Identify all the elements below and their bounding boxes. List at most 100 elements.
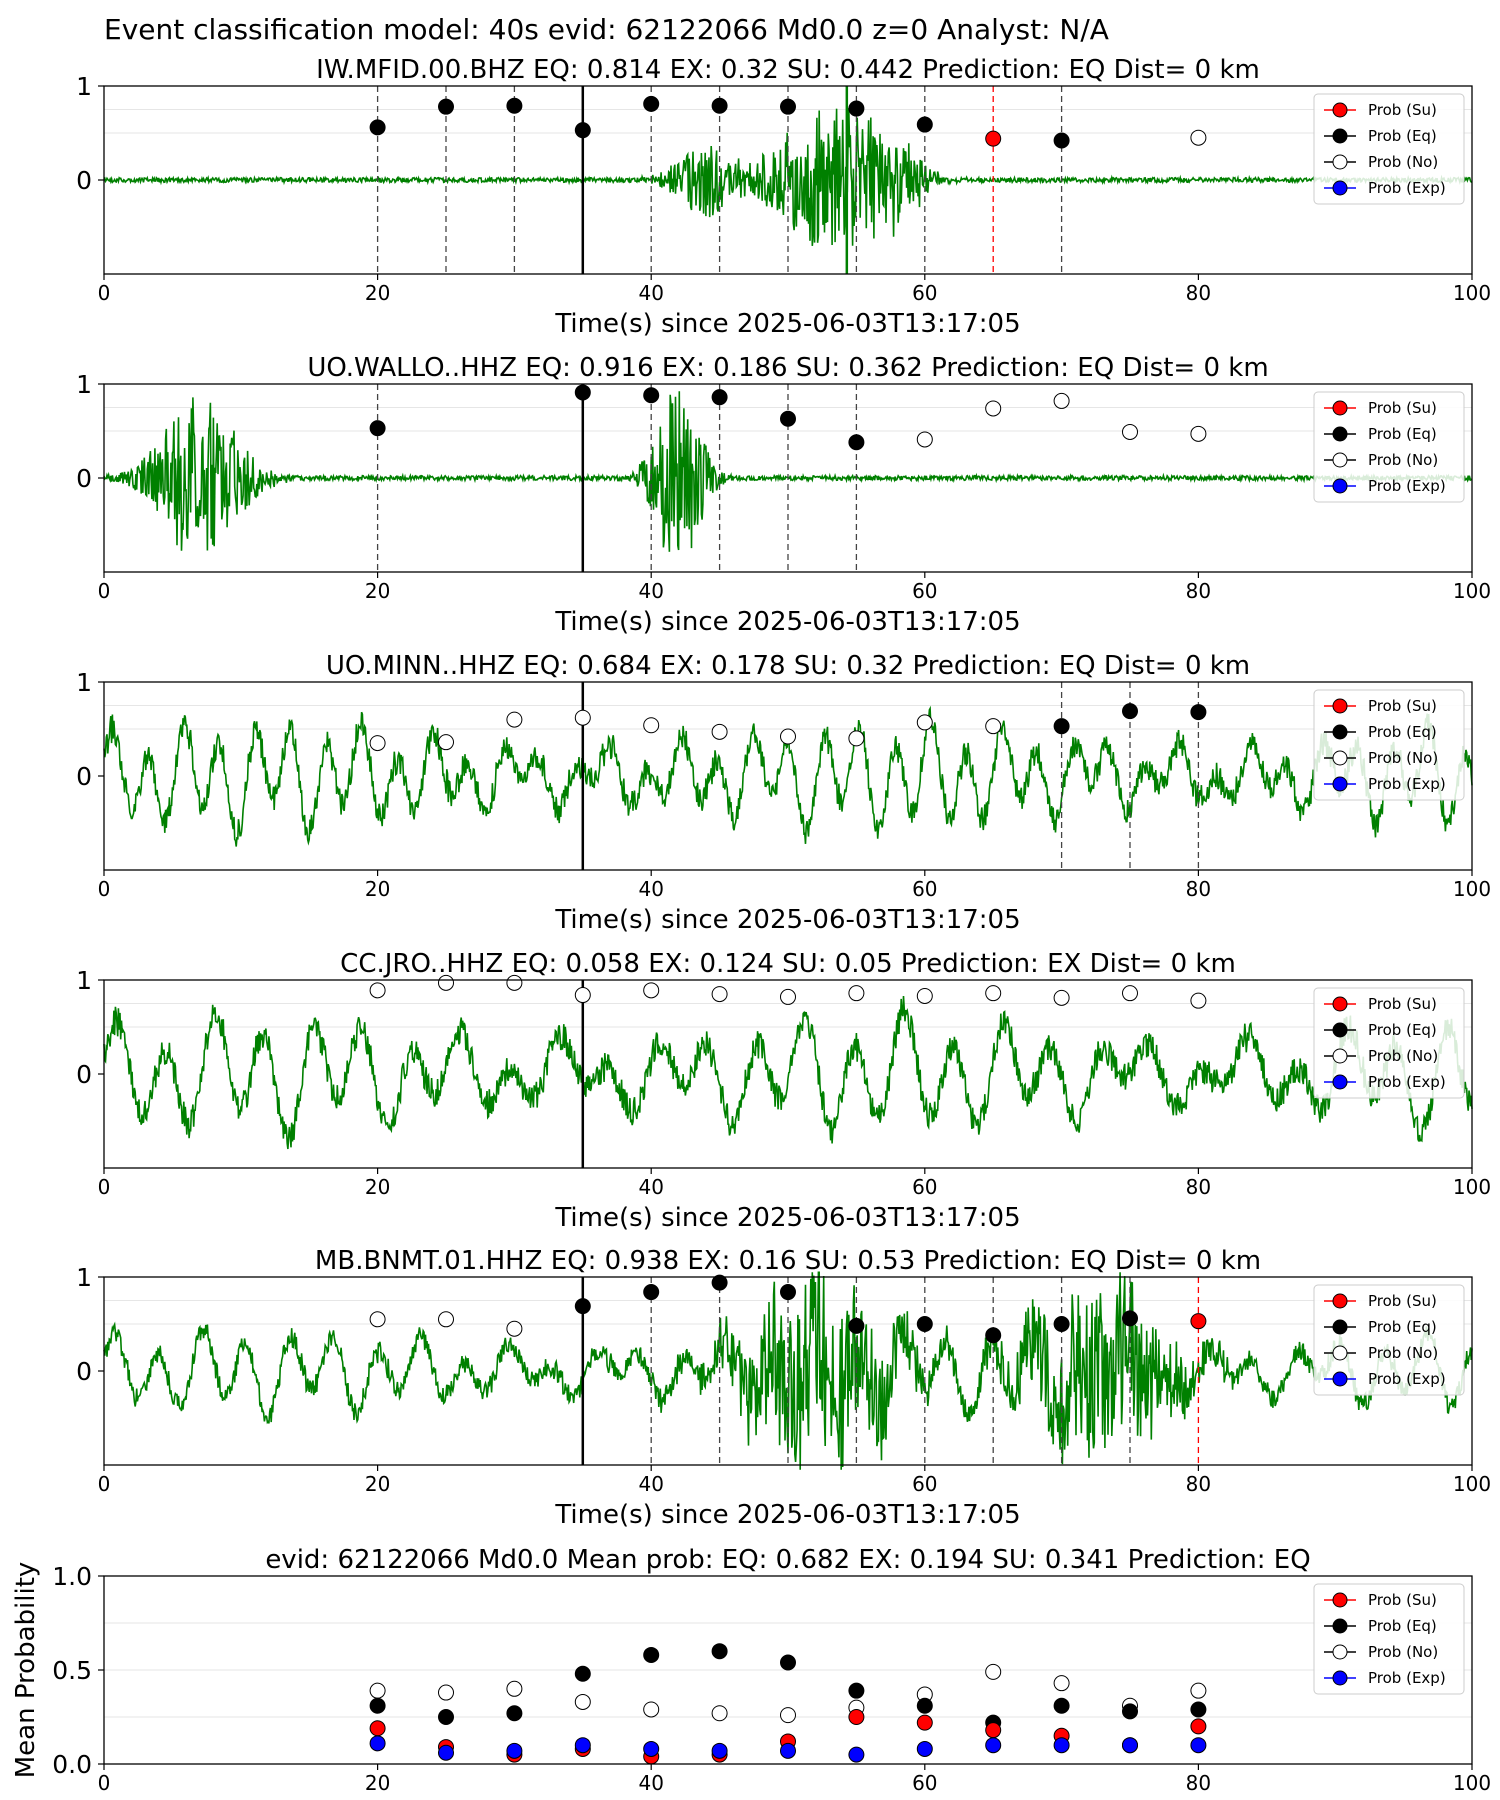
prob-point-eq [848,1317,865,1334]
mean-point-exp [1122,1737,1138,1754]
prob-point-eq [848,434,865,451]
x-tick-label: 60 [912,1472,937,1496]
y-tick-label: 1 [76,72,92,101]
legend-marker-exp [1332,1074,1348,1090]
legend-label-no: Prob (No) [1368,451,1438,469]
x-tick-label: 100 [1453,281,1491,305]
y-tick-label: 1.0 [52,1562,92,1591]
x-tick-label: 80 [1186,1175,1211,1199]
legend-marker-eq [1332,426,1348,442]
prob-point-eq [916,116,933,133]
mean-point-no [1190,1682,1207,1699]
x-tick-label: 40 [638,1771,663,1795]
x-tick-label: 80 [1186,1472,1211,1496]
legend-label-eq: Prob (Eq) [1368,1318,1437,1336]
legend-box [1313,93,1465,205]
x-axis-label: Time(s) since 2025-06-03T13:17:05 [554,309,1020,339]
mean-point-no [1053,1675,1070,1692]
x-tick-label: 80 [1186,579,1211,603]
legend-label-su: Prob (Su) [1368,1292,1437,1310]
legend-label-no: Prob (No) [1368,749,1438,767]
prob-point-eq [711,389,728,406]
panel-station-1: IW.MFID.00.BHZ EQ: 0.814 EX: 0.32 SU: 0.… [76,55,1491,339]
waveform-trace [103,1271,1473,1470]
mean-point-eq [369,1697,386,1714]
x-tick-label: 20 [365,877,390,901]
prob-point-no [916,987,933,1004]
y-tick-label: 1 [76,668,92,697]
y-tick-label: 0.5 [52,1656,92,1685]
mean-point-eq [780,1654,796,1671]
x-axis-label: Time(s) since 2025-06-03T13:17:05 [554,1500,1020,1530]
mean-point-su [916,1714,933,1731]
prob-point-no [780,988,796,1005]
legend-label-no: Prob (No) [1368,1047,1438,1065]
prob-point-no [438,734,454,751]
y-tick-label: 0 [76,1357,92,1386]
y-tick-label: 1 [76,1263,92,1292]
legend-marker-exp [1332,478,1348,494]
mean-point-su [1190,1718,1207,1735]
mean-point-su [369,1720,386,1737]
prob-point-no [369,1311,386,1328]
prob-point-eq [1122,703,1138,720]
panel-title: MB.BNMT.01.HHZ EQ: 0.938 EX: 0.16 SU: 0.… [315,1246,1261,1276]
legend-box [1313,391,1465,503]
prob-point-eq [574,1298,591,1315]
prob-point-eq [711,1274,728,1291]
prob-point-eq [780,1284,796,1301]
x-axis-label: Time(s) since 2025-06-03T13:17:05 [554,905,1020,935]
panel-title: UO.MINN..HHZ EQ: 0.684 EX: 0.178 SU: 0.3… [326,651,1250,681]
prob-point-no [1190,992,1207,1009]
prob-point-no [506,711,523,728]
y-tick-label: 0 [76,1060,92,1089]
prob-point-no [369,735,386,752]
panel-station-5: MB.BNMT.01.HHZ EQ: 0.938 EX: 0.16 SU: 0.… [76,1246,1491,1530]
prob-point-eq [848,100,865,117]
x-tick-label: 40 [638,877,663,901]
x-tick-label: 100 [1453,1175,1491,1199]
prob-point-eq [985,1327,1002,1344]
prob-point-eq [1053,132,1070,149]
y-tick-label: 0 [76,464,92,493]
legend-label-eq: Prob (Eq) [1368,723,1437,741]
legend-label-exp: Prob (Exp) [1368,1370,1446,1388]
legend-label-eq: Prob (Eq) [1368,425,1437,443]
prob-point-eq [1053,718,1070,735]
panel-station-4: CC.JRO..HHZ EQ: 0.058 EX: 0.124 SU: 0.05… [76,949,1491,1233]
prob-point-no [848,730,865,747]
prob-point-no [574,987,591,1004]
prob-point-eq [643,1284,660,1301]
legend-box [1313,689,1465,801]
legend-box [1313,1583,1465,1695]
x-tick-label: 0 [98,1771,111,1795]
prob-point-no [1053,989,1070,1006]
legend-label-exp: Prob (Exp) [1368,1669,1446,1687]
x-tick-label: 40 [638,579,663,603]
prob-point-eq [574,122,591,139]
prob-point-su [1190,1313,1207,1330]
prob-point-no [643,982,660,999]
x-tick-label: 100 [1453,1472,1491,1496]
x-tick-label: 80 [1186,281,1211,305]
y-tick-label: 1 [76,370,92,399]
mean-point-eq [1190,1701,1207,1718]
mean-point-exp [1053,1737,1070,1754]
mean-point-eq [1053,1697,1070,1714]
prob-point-eq [643,387,660,404]
y-tick-label: 0 [76,762,92,791]
prob-point-eq [574,384,591,401]
x-tick-label: 20 [365,579,390,603]
legend-label-exp: Prob (Exp) [1368,1073,1446,1091]
prob-point-no [438,974,454,991]
mean-point-no [574,1693,591,1710]
mean-point-no [506,1680,523,1697]
mean-point-no [985,1663,1002,1680]
mean-point-exp [643,1740,660,1757]
x-axis-label: Time(s) since 2025-06-03T13:17:05 [554,607,1020,637]
legend-marker-eq [1332,128,1348,144]
legend-label-eq: Prob (Eq) [1368,1021,1437,1039]
x-tick-label: 40 [638,1472,663,1496]
prob-point-no [916,431,933,448]
prob-point-eq [369,119,386,136]
